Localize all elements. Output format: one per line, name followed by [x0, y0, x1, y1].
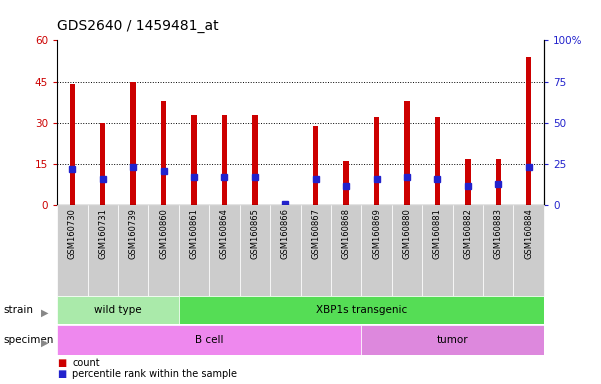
Bar — [191, 115, 197, 205]
Text: GSM160869: GSM160869 — [372, 208, 381, 259]
FancyBboxPatch shape — [179, 296, 544, 324]
FancyBboxPatch shape — [361, 205, 392, 296]
Bar — [435, 118, 440, 205]
Bar — [526, 57, 531, 205]
Text: percentile rank within the sample: percentile rank within the sample — [72, 369, 237, 379]
Bar — [465, 159, 471, 205]
Bar — [496, 159, 501, 205]
Text: GSM160864: GSM160864 — [220, 208, 229, 259]
Text: specimen: specimen — [3, 335, 53, 345]
FancyBboxPatch shape — [422, 205, 453, 296]
Text: GSM160860: GSM160860 — [159, 208, 168, 259]
FancyBboxPatch shape — [57, 325, 361, 354]
FancyBboxPatch shape — [270, 205, 300, 296]
Text: ▶: ▶ — [41, 338, 48, 348]
Text: GSM160739: GSM160739 — [129, 208, 138, 259]
Text: GSM160868: GSM160868 — [341, 208, 350, 259]
FancyBboxPatch shape — [118, 205, 148, 296]
Text: GSM160730: GSM160730 — [68, 208, 77, 259]
Text: B cell: B cell — [195, 335, 224, 345]
Text: GSM160866: GSM160866 — [281, 208, 290, 259]
FancyBboxPatch shape — [209, 205, 240, 296]
Bar — [343, 161, 349, 205]
Text: strain: strain — [3, 305, 33, 315]
Bar — [313, 126, 319, 205]
Text: tumor: tumor — [437, 335, 468, 345]
Bar — [252, 115, 258, 205]
Text: count: count — [72, 358, 100, 368]
Text: ▶: ▶ — [41, 308, 48, 318]
Text: ■: ■ — [57, 358, 66, 368]
Text: GSM160883: GSM160883 — [494, 208, 503, 259]
FancyBboxPatch shape — [57, 296, 179, 324]
FancyBboxPatch shape — [483, 205, 513, 296]
Text: GSM160884: GSM160884 — [524, 208, 533, 259]
Text: ■: ■ — [57, 369, 66, 379]
Bar — [374, 118, 379, 205]
Bar — [130, 82, 136, 205]
FancyBboxPatch shape — [179, 205, 209, 296]
Text: XBP1s transgenic: XBP1s transgenic — [316, 305, 407, 315]
Text: GSM160861: GSM160861 — [189, 208, 198, 259]
Bar — [404, 101, 410, 205]
FancyBboxPatch shape — [331, 205, 361, 296]
Bar — [70, 84, 75, 205]
Text: GSM160881: GSM160881 — [433, 208, 442, 259]
Bar — [161, 101, 166, 205]
FancyBboxPatch shape — [513, 205, 544, 296]
FancyBboxPatch shape — [57, 205, 88, 296]
Text: GDS2640 / 1459481_at: GDS2640 / 1459481_at — [57, 19, 219, 33]
FancyBboxPatch shape — [240, 205, 270, 296]
FancyBboxPatch shape — [88, 205, 118, 296]
Text: GSM160880: GSM160880 — [403, 208, 412, 259]
FancyBboxPatch shape — [300, 205, 331, 296]
FancyBboxPatch shape — [453, 205, 483, 296]
Text: GSM160865: GSM160865 — [251, 208, 260, 259]
FancyBboxPatch shape — [361, 325, 544, 354]
FancyBboxPatch shape — [148, 205, 179, 296]
Text: GSM160867: GSM160867 — [311, 208, 320, 259]
Text: wild type: wild type — [94, 305, 142, 315]
Text: GSM160731: GSM160731 — [98, 208, 107, 259]
Bar — [222, 115, 227, 205]
Text: GSM160882: GSM160882 — [463, 208, 472, 259]
FancyBboxPatch shape — [392, 205, 422, 296]
Bar — [282, 203, 288, 205]
Bar — [100, 123, 105, 205]
